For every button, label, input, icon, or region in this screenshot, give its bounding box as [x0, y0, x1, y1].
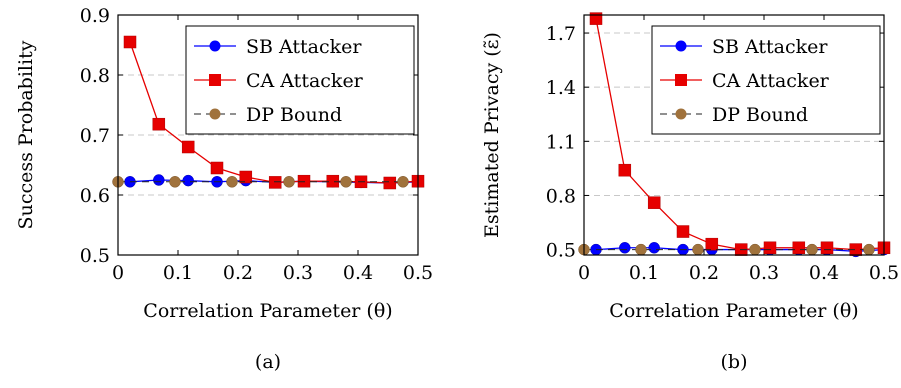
data-point	[792, 241, 806, 255]
x-tick-label: 0	[578, 262, 590, 284]
x-tick-label: 0	[112, 262, 124, 284]
legend-label: SB Attacker	[246, 36, 362, 58]
legend-marker	[675, 40, 687, 52]
x-tick-label: 0.2	[223, 262, 253, 284]
y-tick-label: 1.7	[546, 23, 576, 45]
legend-entry: CA Attacker	[194, 70, 364, 92]
data-point	[326, 174, 340, 188]
legend-marker	[675, 74, 687, 86]
data-point	[863, 243, 875, 256]
figure-caption: (a)	[255, 351, 281, 373]
chart-b: 0.5 0.8 1.1 1.4 1.7 0 0.1 0.2 0.3 0.4 0.5 Correlati…	[481, 12, 899, 373]
data-point	[749, 243, 761, 256]
legend-label: DP Bound	[246, 104, 342, 126]
x-tick-label: 0.2	[689, 262, 719, 284]
x-tick-label: 0.5	[869, 262, 899, 284]
y-axis-label: Estimated Privacy (ε̃)	[481, 32, 503, 238]
data-point	[647, 196, 661, 209]
y-tick-label: 0.9	[80, 5, 110, 27]
chart-a: 0.5 0.6 0.7 0.8 0.9 0 0.1 0.2 0.3 0.4 0.5 Correlati…	[15, 5, 433, 373]
legend-entry: CA Attacker	[660, 70, 830, 92]
data-point	[226, 176, 238, 188]
x-tick-label: 0.1	[163, 262, 193, 284]
plot-frame	[583, 14, 885, 256]
data-point	[283, 176, 295, 188]
data-point	[618, 163, 632, 177]
legend-entry: DP Bound	[194, 104, 342, 126]
data-point	[619, 242, 631, 254]
x-tick-label: 0.3	[749, 262, 779, 284]
x-tick-label: 0.5	[403, 262, 433, 284]
legend-marker	[209, 108, 221, 120]
data-point	[152, 117, 166, 131]
data-point	[635, 243, 647, 256]
data-point	[169, 176, 181, 188]
y-tick-label: 1.4	[546, 77, 576, 99]
plot-frame	[117, 14, 419, 256]
x-tick-label: 0.1	[629, 262, 659, 284]
data-point	[268, 176, 282, 189]
x-axis-label: Correlation Parameter (θ)	[609, 300, 858, 322]
data-point	[589, 12, 603, 25]
x-axis-label: Correlation Parameter (θ)	[143, 300, 392, 322]
data-point	[763, 241, 777, 255]
data-point	[340, 176, 352, 188]
legend-label: DP Bound	[712, 104, 808, 126]
y-tick-label: 0.8	[80, 65, 110, 87]
data-point	[153, 174, 165, 186]
data-point	[181, 140, 195, 154]
data-point	[239, 170, 253, 184]
x-tick-label: 0.4	[809, 262, 839, 284]
y-tick-label: 0.6	[80, 185, 110, 207]
data-point	[210, 161, 224, 175]
data-point	[648, 242, 660, 254]
legend-marker	[209, 74, 221, 86]
data-point	[297, 174, 311, 188]
x-tick-label: 0.3	[283, 262, 313, 284]
legend-entry: SB Attacker	[194, 36, 362, 58]
figure-caption: (b)	[721, 351, 748, 373]
data-point	[676, 225, 690, 238]
legend-marker	[675, 108, 687, 120]
legend-entry: SB Attacker	[660, 36, 828, 58]
legend-label: CA Attacker	[712, 70, 830, 92]
y-tick-label: 0.7	[80, 125, 110, 147]
legend-marker	[209, 40, 221, 52]
x-tick-label: 0.4	[343, 262, 373, 284]
legend-label: SB Attacker	[712, 36, 828, 58]
data-point	[806, 243, 818, 256]
data-point	[182, 174, 194, 187]
y-tick-label: 1.1	[546, 131, 576, 153]
data-point	[397, 176, 409, 188]
data-point	[705, 237, 719, 251]
y-axis-label: Success Probability	[15, 40, 37, 229]
data-point	[692, 243, 704, 256]
y-tick-label: 0.8	[546, 185, 576, 207]
data-point	[383, 176, 397, 190]
y-tick-label: 0.5	[546, 240, 576, 262]
legend-entry: DP Bound	[660, 104, 808, 126]
legend: SB Attacker CA Attacker DP Bound	[651, 25, 881, 135]
data-point	[820, 241, 834, 255]
legend: SB Attacker CA Attacker DP Bound	[185, 25, 415, 135]
legend-label: CA Attacker	[246, 70, 364, 92]
data-point	[123, 35, 137, 49]
y-tick-label: 0.5	[80, 245, 110, 267]
